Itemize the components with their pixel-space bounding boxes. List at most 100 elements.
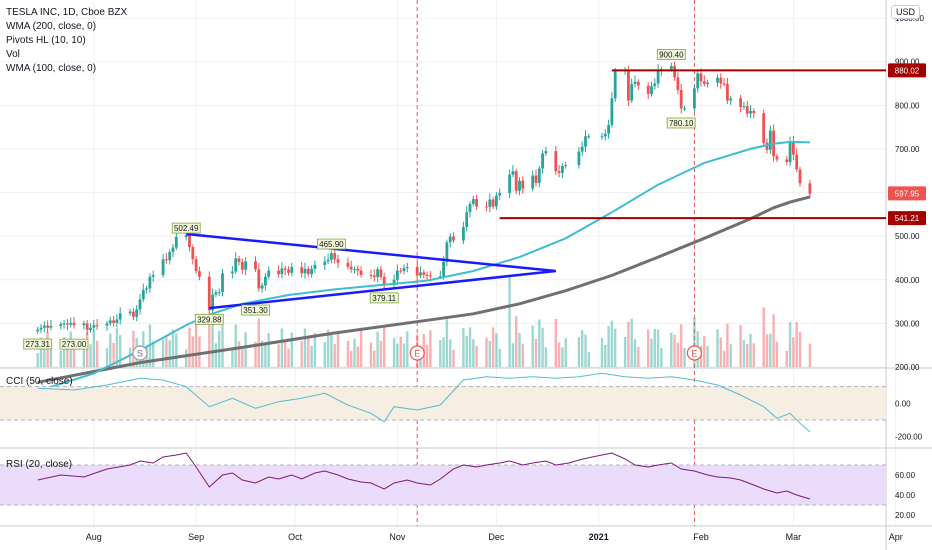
candle-body	[633, 81, 637, 84]
candle-body	[679, 90, 683, 109]
candle-body	[600, 136, 604, 138]
candle-body	[471, 199, 475, 204]
candle-body	[207, 276, 211, 311]
candle-body	[188, 235, 191, 248]
legend-wma100[interactable]: WMA (100, close, 0)	[6, 63, 97, 74]
candle-body	[82, 323, 86, 326]
candle-body	[264, 276, 267, 286]
rsi-pane-label[interactable]: RSI (20, close)	[6, 459, 73, 470]
volume-bar	[442, 337, 445, 367]
candle-body	[752, 110, 756, 114]
candle-body	[105, 323, 109, 326]
candle-body	[369, 274, 373, 276]
candle-body	[112, 320, 115, 323]
candle-body	[448, 236, 452, 243]
candle-body	[42, 325, 46, 328]
volume-bar	[185, 349, 188, 367]
currency-button[interactable]: USD	[890, 5, 920, 19]
candle-body	[765, 142, 769, 150]
volume-bar	[485, 337, 488, 367]
candle-body	[722, 83, 726, 85]
pivot-label-text: 351.30	[243, 306, 268, 315]
candle-body	[346, 262, 350, 267]
cci-pane-label[interactable]: CCI (50, close)	[6, 376, 73, 387]
candle-body	[442, 261, 445, 277]
candle-body	[768, 130, 772, 150]
candle-body	[584, 136, 587, 147]
pivot-label-text: 465.90	[319, 240, 344, 249]
candle-body	[49, 326, 53, 328]
volume-bar	[531, 325, 534, 367]
legend-volume[interactable]: Vol	[6, 49, 20, 60]
candle-body	[184, 235, 188, 238]
candle-body	[399, 270, 403, 272]
candle-body	[151, 274, 155, 277]
volume-bar	[326, 329, 330, 367]
volume-bar	[290, 332, 293, 367]
pivot-label-box	[59, 338, 89, 350]
candle-body	[429, 275, 432, 277]
volume-bar	[557, 342, 561, 367]
symbol-title[interactable]: TESLA INC, 1D, Cboe BZX	[6, 7, 128, 18]
event-marker-circle	[132, 345, 148, 361]
volume-bar	[465, 336, 468, 367]
candle-body	[534, 175, 538, 183]
candle-body	[544, 151, 548, 154]
candle-body	[495, 195, 498, 207]
volume-bar	[188, 327, 191, 367]
candle-body	[531, 175, 535, 189]
volume-bar	[211, 323, 214, 367]
time-tick-label: 2021	[589, 532, 609, 542]
candle-body	[603, 133, 607, 137]
candle-body	[39, 327, 43, 330]
candle-body	[141, 289, 145, 300]
price-badge: 597.95	[888, 186, 926, 201]
candle-body	[303, 268, 307, 274]
pivot-label: 329.88	[194, 313, 224, 325]
candle-body	[382, 277, 386, 286]
candle-body	[650, 86, 653, 94]
volume-bar	[36, 353, 39, 367]
time-tick-label: Aug	[86, 532, 102, 542]
price-badge-box	[888, 211, 926, 226]
candle-body	[425, 274, 429, 276]
volume-bars	[36, 277, 812, 367]
candle-body	[69, 322, 73, 325]
volume-bar	[264, 345, 267, 367]
candle-body	[557, 171, 561, 173]
volume-bar	[62, 337, 66, 367]
pivot-label-text: 780.10	[669, 119, 694, 128]
candle-body	[405, 267, 409, 269]
candle-body	[716, 77, 719, 83]
candle-body	[396, 270, 399, 280]
volume-bar	[775, 341, 779, 367]
volume-bar	[587, 352, 590, 367]
volume-bar	[521, 343, 524, 367]
volume-bar	[313, 332, 317, 367]
candle-body	[372, 275, 376, 278]
volume-bar	[300, 341, 303, 367]
volume-bar	[491, 327, 495, 367]
pivot-label: 273.31	[23, 338, 53, 350]
pivot-label: 273.00	[59, 338, 89, 350]
legend-wma200[interactable]: WMA (200, close, 0)	[6, 21, 97, 32]
time-tick-label: Feb	[693, 532, 709, 542]
volume-bar	[287, 348, 290, 367]
volume-bar	[425, 344, 429, 367]
candle-body	[168, 251, 172, 261]
cci-tick-label: 0.00	[895, 399, 911, 408]
volume-bar	[795, 322, 798, 367]
volume-bar	[119, 335, 122, 367]
cci-tick-label: -200.00	[895, 433, 923, 442]
candle-body	[775, 156, 779, 160]
legend-pivots[interactable]: Pivots HL (10, 10)	[6, 35, 86, 46]
pivot-label-text: 329.88	[197, 315, 222, 324]
volume-bar	[452, 349, 455, 367]
volume-bar	[109, 333, 112, 367]
candle-body	[313, 264, 317, 269]
candle-body	[95, 325, 99, 327]
volume-bar	[564, 338, 567, 367]
volume-bar	[82, 349, 86, 367]
candle-body	[580, 146, 584, 152]
